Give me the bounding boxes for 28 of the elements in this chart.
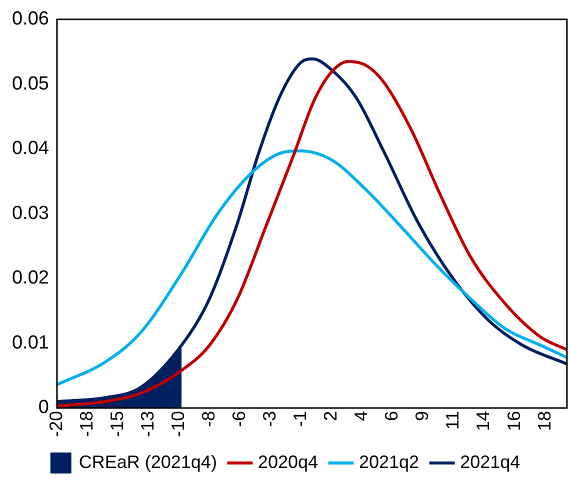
- x-tick-label: 11: [442, 410, 463, 430]
- y-tick-label: 0.02: [12, 268, 49, 289]
- x-tick-label: 2: [320, 410, 341, 421]
- x-tick-label: 4: [351, 410, 372, 421]
- x-tick-label: 16: [504, 410, 524, 432]
- x-tick-label: 6: [382, 410, 402, 421]
- x-tick-label: 14: [473, 410, 494, 432]
- x-tick-label: -13: [138, 410, 158, 437]
- x-tick-label: -15: [106, 410, 127, 437]
- x-tick-label: -8: [198, 410, 219, 427]
- y-tick-label: 0.03: [12, 202, 49, 224]
- x-tick-label: 18: [534, 410, 554, 432]
- x-tick-label: -10: [168, 410, 188, 437]
- x-tick-label: -3: [260, 410, 280, 427]
- legend-label: 2021q4: [460, 452, 520, 472]
- y-tick-label: 0.06: [12, 8, 49, 30]
- legend-label: 2021q2: [359, 452, 420, 472]
- x-tick-label: -1: [290, 410, 310, 427]
- line-series: [56, 149, 567, 386]
- y-tick-label: 0.01: [12, 332, 49, 354]
- legend-label: 2020q4: [258, 452, 318, 472]
- y-tick-label: 0.04: [12, 138, 50, 160]
- x-tick-label: -6: [229, 410, 250, 427]
- y-tick-label: 0: [38, 397, 49, 418]
- y-tick-label: 0.05: [12, 73, 49, 94]
- legend-label: CREaR (2021q4): [78, 452, 217, 472]
- x-tick-label: -18: [76, 410, 96, 437]
- x-tick-label: 9: [412, 410, 432, 421]
